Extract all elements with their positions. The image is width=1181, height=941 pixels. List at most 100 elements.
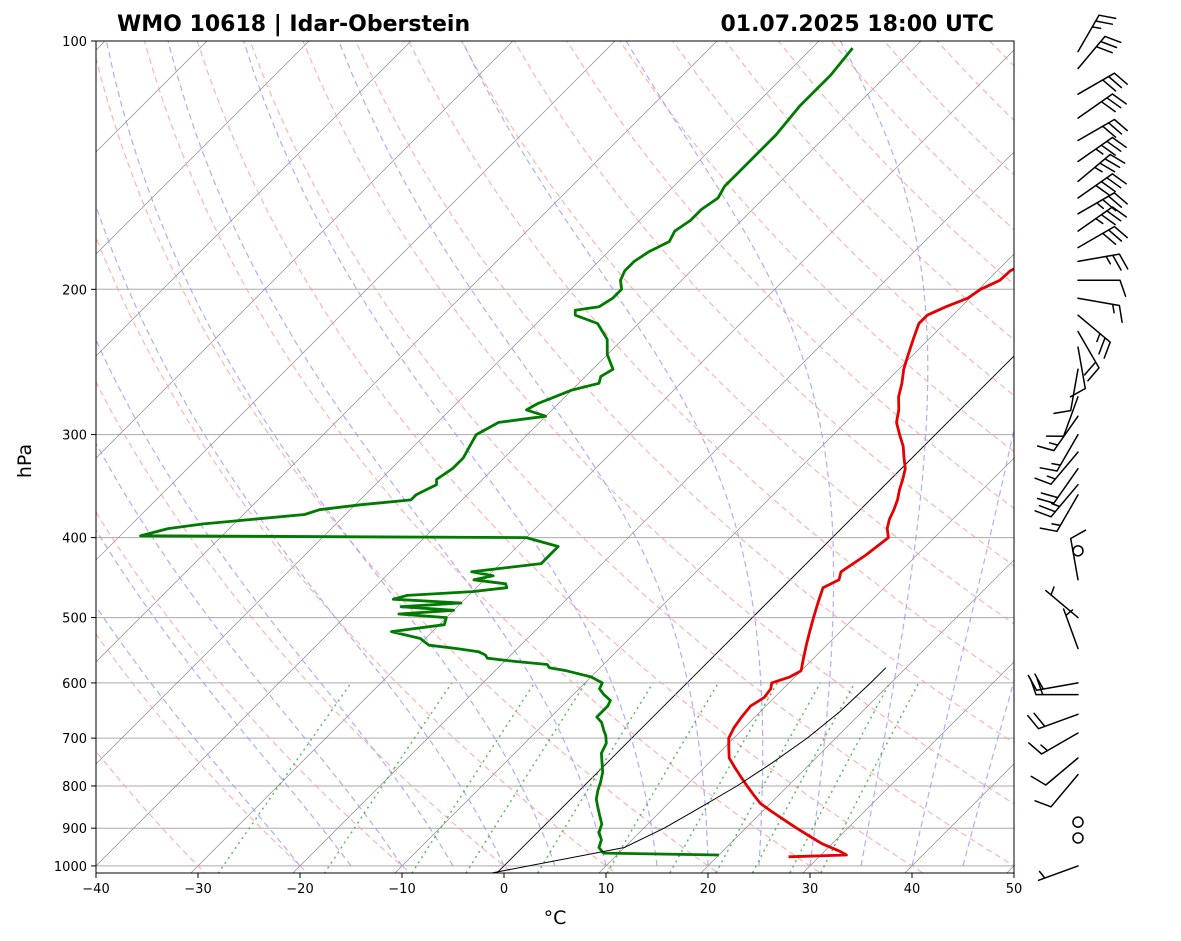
wind-barb <box>1062 608 1079 650</box>
y-axis-ticks: 1000 900 800 700 600 500 400 300 200 100 <box>54 35 96 875</box>
dry-adiabat <box>302 41 1014 805</box>
isotherm--80 <box>96 41 514 459</box>
x-tick-label: 0 <box>500 882 508 897</box>
chart-title-datetime: 01.07.2025 18:00 UTC <box>720 12 994 37</box>
calm-wind-marker <box>1072 545 1084 557</box>
dry-adiabat <box>408 41 1014 684</box>
moist-adiabat <box>962 679 1014 867</box>
wind-barb <box>1034 773 1079 808</box>
calm-wind-marker <box>1072 816 1084 828</box>
isotherm-20 <box>700 559 1014 873</box>
dry-adiabat <box>619 41 1014 453</box>
wind-barb <box>1077 297 1123 323</box>
mixing-ratio-line <box>536 682 654 873</box>
wind-barb <box>1077 35 1122 70</box>
dewpoint-line <box>139 47 854 857</box>
dry-adiabat <box>566 41 1014 510</box>
calm-wind-marker <box>1072 832 1084 844</box>
isotherm--70 <box>96 41 616 561</box>
temperature-line <box>727 267 1014 859</box>
wind-barb <box>1039 433 1079 472</box>
dry-adiabat <box>96 235 617 873</box>
moist-adiabat <box>96 204 505 867</box>
x-axis-ticks: −40 −30 −20 −10 0 10 20 30 40 50 <box>82 873 1022 897</box>
isotherm--10 <box>394 253 1014 873</box>
isotherm--110 <box>96 41 208 153</box>
isotherm--100 <box>96 41 310 255</box>
wind-barb <box>1069 529 1087 581</box>
moist-adiabat <box>243 41 658 866</box>
wind-barb <box>1077 330 1100 382</box>
chart-title-station: WMO 10618 | Idar-Oberstein <box>117 12 470 37</box>
dry-adiabat <box>513 41 1014 567</box>
dry-adiabat <box>96 55 719 873</box>
wind-barb <box>1036 415 1079 452</box>
wind-barb <box>1077 153 1126 183</box>
y-tick-label: 700 <box>62 732 87 747</box>
mixing-ratio-line <box>217 682 352 873</box>
wind-barb <box>1077 118 1128 142</box>
isotherm-30 <box>802 661 1014 873</box>
x-tick-label: 10 <box>598 882 615 897</box>
mixing-ratio-line <box>751 682 856 873</box>
x-tick-label: −40 <box>82 882 109 897</box>
wind-barb <box>1077 225 1128 249</box>
wind-barb <box>1045 586 1079 619</box>
isotherm-10 <box>598 457 1014 873</box>
y-tick-label: 1000 <box>54 860 87 875</box>
x-tick-label: −20 <box>286 882 313 897</box>
mixing-ratio-line <box>715 682 822 873</box>
x-axis-label: °C <box>544 907 567 929</box>
mixing-ratio-line <box>606 682 720 873</box>
wind-barb <box>1077 279 1127 298</box>
wind-barb <box>1077 253 1129 271</box>
y-tick-label: 500 <box>62 612 87 627</box>
isotherm--40 <box>96 41 922 867</box>
wind-barb <box>1077 206 1127 232</box>
dry-adiabats <box>96 41 1014 873</box>
moist-adiabat <box>96 338 454 867</box>
mixing-ratio-line <box>411 682 536 873</box>
x-tick-label: 50 <box>1006 882 1023 897</box>
isotherm-0 <box>496 355 1014 873</box>
wind-barbs <box>1027 14 1129 882</box>
mixing-ratio-line <box>465 682 587 873</box>
mixing-ratio-lines <box>217 682 920 873</box>
x-tick-label: −10 <box>388 882 415 897</box>
isotherm-lines <box>96 41 1014 873</box>
y-tick-label: 800 <box>62 780 87 795</box>
moist-adiabat <box>96 605 301 867</box>
wind-barb <box>1027 673 1079 691</box>
x-tick-label: 40 <box>904 882 921 897</box>
wind-barb <box>1077 192 1128 215</box>
dry-adiabat <box>196 41 925 873</box>
dry-adiabat <box>672 41 1014 397</box>
mixing-ratio-line <box>788 682 891 873</box>
x-tick-label: −30 <box>184 882 211 897</box>
wind-barb <box>1028 732 1079 755</box>
moist-adiabat <box>167 41 607 867</box>
moist-adiabat <box>461 41 764 866</box>
isotherm--30 <box>190 49 1014 873</box>
y-axis-label: hPa <box>14 444 36 478</box>
wind-barb <box>1077 314 1111 359</box>
dry-adiabat <box>96 633 309 873</box>
wind-barb <box>1039 494 1079 533</box>
dry-adiabat <box>96 510 412 873</box>
wind-barb <box>1077 72 1128 95</box>
moist-adiabats <box>96 41 1014 867</box>
mixing-ratio-line <box>323 682 453 873</box>
dry-adiabat <box>355 41 1014 744</box>
wind-barb <box>1077 93 1127 119</box>
plot-frame <box>95 40 1015 874</box>
parcel-path-line <box>491 667 887 873</box>
dry-adiabat <box>249 41 1014 867</box>
moist-adiabat <box>911 426 1014 867</box>
isotherm--60 <box>96 41 718 663</box>
moist-adiabat <box>839 41 929 867</box>
y-tick-label: 900 <box>62 822 87 837</box>
y-tick-label: 600 <box>62 677 87 692</box>
moist-adiabat <box>96 528 352 867</box>
wind-barb <box>1077 14 1117 53</box>
